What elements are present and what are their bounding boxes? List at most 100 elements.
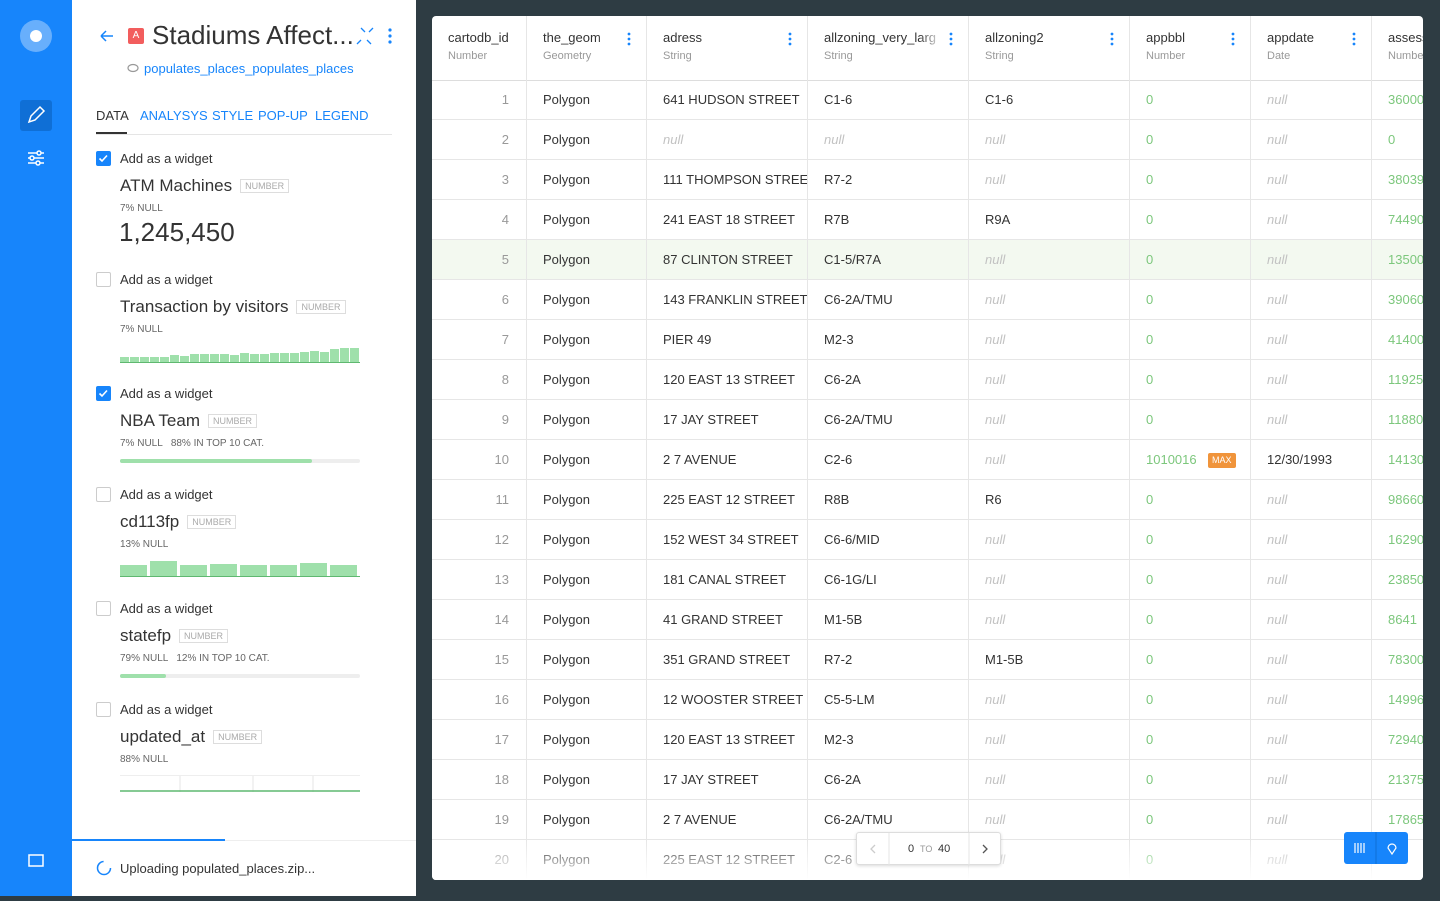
column-menu[interactable] [948, 31, 954, 47]
cell-text: null [1267, 332, 1288, 347]
cell-text: 0 [1146, 212, 1154, 227]
histogram-bar [210, 354, 219, 362]
cell-text: 74490 [1388, 212, 1423, 227]
table-cell: 17 JAY STREET [647, 400, 808, 440]
cell-text: 641 HUDSON STREET [663, 92, 800, 107]
cell-text: 9 [501, 412, 509, 427]
tab[interactable]: ANALYSYS [140, 108, 208, 123]
checkbox[interactable] [96, 702, 111, 717]
cell-text: null [985, 772, 1006, 787]
cell-text: 152 WEST 34 STREET [663, 532, 799, 547]
table-row: 4 Polygon 241 EAST 18 STREET R7B R9A 0 null 744… [432, 200, 1423, 240]
column-header: adress String [647, 16, 808, 80]
cell-text: 23850 [1388, 572, 1423, 587]
table-cell: null [1251, 520, 1372, 560]
table-cell: 87 CLINTON STREET [647, 240, 808, 280]
cell-text: C1-5/R7A [824, 252, 882, 267]
checkbox[interactable] [96, 386, 111, 401]
cell-text: 17 JAY STREET [663, 772, 759, 787]
table-row: 2 Polygon null null null 0 null 0 [432, 120, 1423, 160]
cell-text: C1-6 [985, 92, 1014, 107]
cell-text: 0 [1146, 772, 1154, 787]
column-name: adress [663, 30, 703, 45]
cell-text: Polygon [543, 492, 590, 507]
type-badge: NUMBER [187, 515, 237, 529]
table-cell: Polygon [527, 160, 647, 200]
table-cell: 0 [1130, 560, 1251, 600]
cell-text: null [985, 692, 1006, 707]
layer-badge: A [128, 28, 144, 44]
cell-text: Polygon [543, 572, 590, 587]
histogram-bar [260, 354, 269, 362]
table-cell: C1-6 [969, 80, 1130, 120]
table-cell: R6 [969, 480, 1130, 520]
table-cell: 13 [432, 560, 527, 600]
type-badge: NUMBER [240, 179, 290, 193]
table-cell: R7-2 [808, 640, 969, 680]
column-menu[interactable] [1351, 31, 1357, 47]
column-menu[interactable] [626, 31, 632, 47]
histogram-bar [150, 357, 159, 362]
table-cell: 39060 [1372, 280, 1423, 320]
column-type: Number [448, 50, 488, 62]
table-cell: 18 [432, 760, 527, 800]
table-cell: 0 [1130, 240, 1251, 280]
layer-title: Stadiums Affect... [152, 20, 354, 50]
histogram-bar [250, 354, 259, 362]
table-cell: C6-6/MID [808, 520, 969, 560]
cell-text: 351 GRAND STREET [663, 652, 791, 667]
column-type: Geometry [543, 50, 592, 62]
cell-text: 0 [1146, 172, 1154, 187]
cell-text: 72940 [1388, 732, 1423, 747]
tab[interactable]: DATA [96, 108, 129, 123]
table-cell: 12 WOOSTER STREET [647, 680, 808, 720]
column-menu[interactable] [1230, 31, 1236, 47]
cell-text: R6 [985, 492, 1002, 507]
tab[interactable]: LEGEND [315, 108, 369, 123]
cell-text: null [985, 332, 1006, 347]
kebab [1231, 32, 1235, 46]
table-row: 18 Polygon 17 JAY STREET C6-2A null 0 null 2137… [432, 760, 1423, 800]
cell-text: Polygon [543, 372, 590, 387]
tab[interactable]: POP-UP [258, 108, 308, 123]
table-cell: 2 [432, 120, 527, 160]
table-cell: null [1251, 160, 1372, 200]
cell-text: 4 [501, 212, 509, 227]
histogram-bar [270, 353, 279, 362]
progress-bar [120, 459, 312, 463]
column-menu[interactable] [787, 31, 793, 47]
widget-name: cd113fp [120, 512, 180, 531]
cell-text: null [1267, 132, 1288, 147]
cell-text: null [1267, 532, 1288, 547]
column-menu[interactable] [1109, 31, 1115, 47]
checkbox[interactable] [96, 272, 111, 287]
null-stat: 13% NULL [120, 539, 169, 550]
spinner-icon [96, 860, 112, 876]
checkbox[interactable] [96, 487, 111, 502]
table-cell: 9 [432, 400, 527, 440]
table-cell: C6-2A [808, 760, 969, 800]
table-cell: Polygon [527, 560, 647, 600]
table-cell: Polygon [527, 80, 647, 120]
dataset-link[interactable]: populates_places_populates_places [144, 61, 354, 76]
table-cell: 120 EAST 13 STREET [647, 720, 808, 760]
cell-text: 0 [1146, 532, 1154, 547]
widget-name: ATM Machines [120, 176, 233, 195]
checkbox[interactable] [96, 601, 111, 616]
cell-text: 5 [501, 252, 509, 267]
table-cell: 14130 [1372, 440, 1423, 480]
cell-text: 78300 [1388, 652, 1423, 667]
cell-text: 0 [1146, 732, 1154, 747]
cell-text: null [985, 252, 1006, 267]
column-name: assess [1388, 30, 1423, 45]
view-toggle[interactable] [1344, 832, 1408, 864]
cell-text: 111 THOMPSON STREET, [663, 172, 808, 187]
cell-text: 0 [1388, 132, 1396, 147]
table-cell: M2-3 [808, 720, 969, 760]
tab[interactable]: STYLE [212, 108, 254, 123]
checkbox[interactable] [96, 151, 111, 166]
table-cell: 4 [432, 200, 527, 240]
histogram-bar [120, 357, 129, 362]
nav-bar [0, 0, 72, 896]
cell-text: null [1267, 252, 1288, 267]
